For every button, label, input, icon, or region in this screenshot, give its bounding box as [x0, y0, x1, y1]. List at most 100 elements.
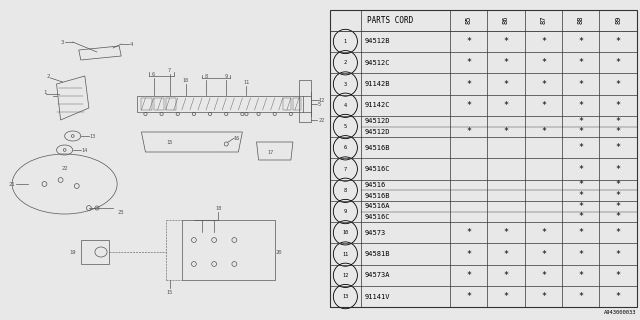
Text: *: * [579, 37, 583, 46]
Text: *: * [616, 228, 621, 237]
Text: 94573A: 94573A [364, 272, 390, 278]
Text: *: * [616, 143, 621, 152]
Text: 89: 89 [615, 16, 621, 24]
Text: *: * [466, 37, 471, 46]
Text: 22: 22 [318, 117, 324, 123]
Text: 5: 5 [317, 101, 321, 107]
Text: *: * [466, 250, 471, 259]
Text: PARTS CORD: PARTS CORD [367, 16, 413, 25]
Text: 13: 13 [342, 294, 349, 299]
Text: *: * [579, 202, 583, 211]
Text: 94512C: 94512C [364, 60, 390, 66]
Text: 94516A: 94516A [364, 203, 390, 209]
Text: *: * [504, 58, 509, 67]
Text: 6: 6 [344, 145, 347, 150]
Text: *: * [616, 101, 621, 110]
Text: 16: 16 [233, 135, 239, 140]
Text: *: * [579, 228, 583, 237]
Text: 12: 12 [318, 98, 324, 102]
Text: *: * [579, 101, 583, 110]
Text: 86: 86 [503, 16, 509, 24]
Text: 91142C: 91142C [364, 102, 390, 108]
Text: 12: 12 [342, 273, 349, 278]
Text: 4: 4 [344, 103, 347, 108]
Text: *: * [504, 250, 509, 259]
Text: *: * [541, 101, 546, 110]
Text: 20: 20 [275, 250, 282, 254]
Text: 10: 10 [182, 77, 189, 83]
Text: 11: 11 [243, 79, 250, 84]
Text: *: * [466, 101, 471, 110]
Text: 94573: 94573 [364, 230, 386, 236]
Text: *: * [541, 250, 546, 259]
Text: *: * [579, 271, 583, 280]
Text: 94516B: 94516B [364, 145, 390, 151]
Text: *: * [616, 58, 621, 67]
Text: *: * [504, 271, 509, 280]
Text: A943000033: A943000033 [604, 310, 637, 315]
Text: *: * [541, 37, 546, 46]
Text: 94516C: 94516C [364, 214, 390, 220]
Text: 94516: 94516 [364, 182, 386, 188]
Text: *: * [579, 58, 583, 67]
Text: 13: 13 [90, 133, 96, 139]
Text: 1: 1 [344, 39, 347, 44]
Text: 14: 14 [82, 148, 88, 153]
Text: *: * [541, 271, 546, 280]
Text: 91141V: 91141V [364, 293, 390, 300]
Text: 1: 1 [43, 90, 46, 94]
Text: 8: 8 [204, 74, 207, 78]
Text: *: * [579, 79, 583, 89]
Text: *: * [504, 292, 509, 301]
Text: *: * [541, 292, 546, 301]
Text: *: * [616, 164, 621, 173]
Text: *: * [504, 37, 509, 46]
Text: 91142B: 91142B [364, 81, 390, 87]
Text: 15: 15 [166, 140, 173, 145]
Text: *: * [504, 127, 509, 136]
Text: *: * [504, 101, 509, 110]
Text: 8: 8 [344, 188, 347, 193]
Text: *: * [616, 191, 621, 200]
Text: 10: 10 [342, 230, 349, 235]
Text: *: * [616, 202, 621, 211]
Text: 94512D: 94512D [364, 129, 390, 135]
Text: 23: 23 [118, 210, 124, 214]
Text: *: * [579, 127, 583, 136]
Text: *: * [466, 292, 471, 301]
Text: *: * [616, 127, 621, 136]
Text: 2: 2 [344, 60, 347, 65]
Text: 11: 11 [342, 252, 349, 257]
Text: *: * [541, 79, 546, 89]
Text: *: * [616, 180, 621, 189]
Text: *: * [579, 250, 583, 259]
Text: *: * [579, 117, 583, 126]
Text: *: * [579, 143, 583, 152]
Text: 3: 3 [61, 39, 64, 44]
Text: *: * [579, 180, 583, 189]
Text: 87: 87 [540, 16, 547, 24]
Text: 3: 3 [344, 82, 347, 86]
Text: *: * [466, 271, 471, 280]
Text: 94512D: 94512D [364, 118, 390, 124]
Text: 9: 9 [225, 74, 228, 78]
Text: *: * [466, 127, 471, 136]
Text: 7: 7 [168, 68, 172, 73]
Text: *: * [616, 212, 621, 221]
Text: 17: 17 [268, 149, 274, 155]
Text: 94512B: 94512B [364, 38, 390, 44]
Text: *: * [579, 191, 583, 200]
Text: 9: 9 [344, 209, 347, 214]
Text: 4: 4 [130, 42, 133, 46]
Text: *: * [579, 212, 583, 221]
Text: 15: 15 [166, 290, 173, 294]
Text: *: * [616, 250, 621, 259]
Text: *: * [541, 228, 546, 237]
Text: 88: 88 [578, 16, 584, 24]
Text: *: * [466, 58, 471, 67]
Text: 85: 85 [466, 16, 472, 24]
Text: *: * [616, 292, 621, 301]
Text: *: * [616, 79, 621, 89]
Text: 94516B: 94516B [364, 193, 390, 199]
Text: *: * [466, 228, 471, 237]
